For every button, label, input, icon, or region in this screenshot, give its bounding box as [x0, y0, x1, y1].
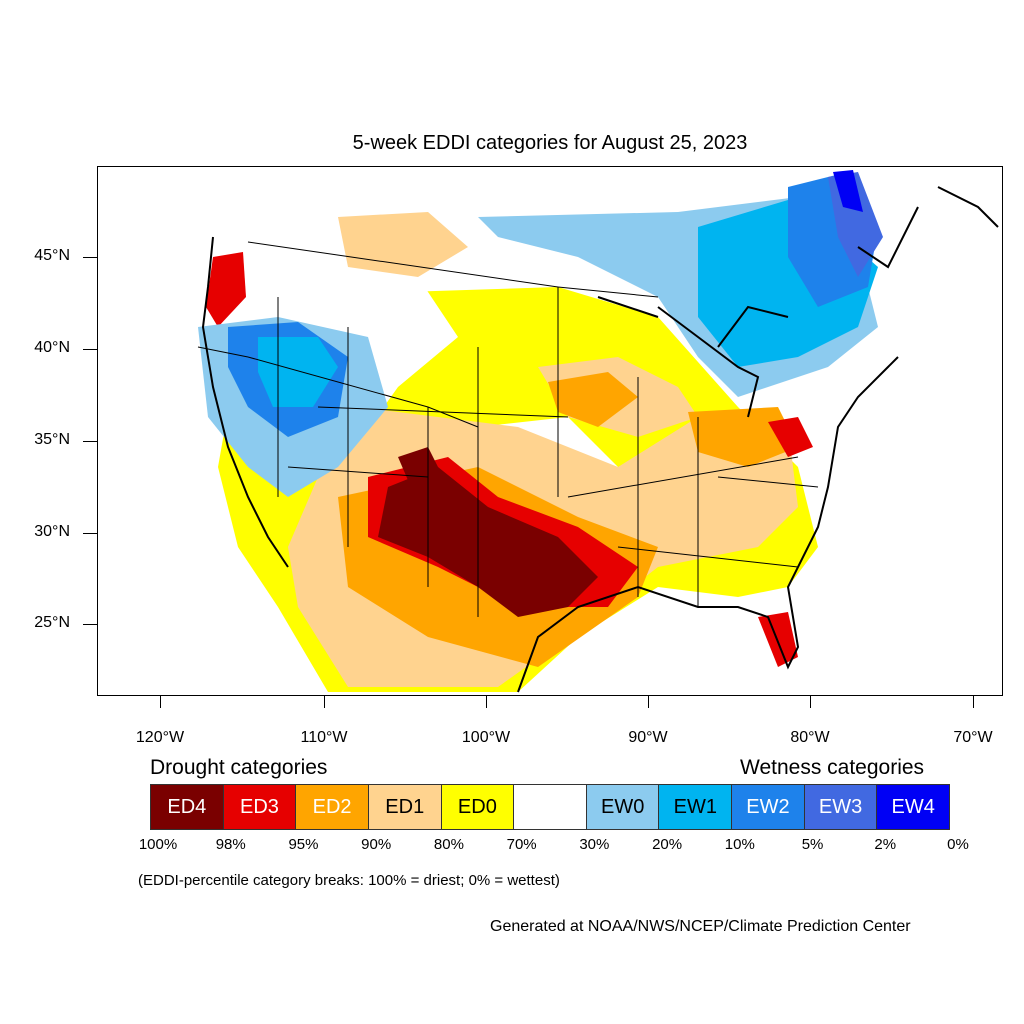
- percentile-label: 98%: [215, 836, 246, 853]
- legend-ew1: EW1: [659, 785, 733, 829]
- legend-normal: [514, 785, 587, 829]
- coastlines: [201, 186, 999, 693]
- lat-tick-label: 25°N: [34, 614, 70, 631]
- percentile-label: 100%: [138, 836, 178, 853]
- legend-ed2: ED2: [296, 785, 369, 829]
- category-note: (EDDI-percentile category breaks: 100% =…: [138, 872, 560, 889]
- wetness-categories-heading: Wetness categories: [740, 756, 925, 779]
- region-ed3-pacific: [206, 252, 246, 327]
- region-ew4-northeast: [833, 170, 863, 212]
- region-ed4-texas: [378, 467, 598, 617]
- legend-ew0: EW0: [586, 785, 660, 829]
- percentile-label: 5%: [801, 836, 824, 853]
- lon-tickmark: [486, 696, 487, 708]
- percentile-label: 0%: [947, 836, 969, 853]
- lat-tick-label: 40°N: [34, 339, 70, 356]
- lon-tick-label: 90°W: [628, 729, 668, 746]
- lon-tick-label: 120°W: [135, 729, 185, 746]
- lat-tickmark: [83, 349, 97, 350]
- lon-tickmark: [810, 696, 811, 708]
- lon-tick-label: 70°W: [953, 729, 993, 746]
- legend-ed3: ED3: [223, 785, 297, 829]
- state-borders: [197, 241, 819, 617]
- region-ed3-virginia: [768, 417, 813, 457]
- legend-ew4: EW4: [877, 785, 950, 829]
- eddi-map-drawing: [197, 170, 999, 693]
- legend-ed1: ED1: [368, 785, 442, 829]
- percentile-label: 10%: [724, 836, 755, 853]
- region-ed2-midwest: [548, 372, 638, 427]
- eddi-map: [97, 166, 1003, 696]
- lon-tick-label: 80°W: [790, 729, 830, 746]
- lon-tickmark: [160, 696, 161, 708]
- lat-tickmark: [83, 441, 97, 442]
- lat-tickmark: [83, 257, 97, 258]
- percentile-label: 2%: [874, 836, 897, 853]
- region-ed1-north: [338, 212, 468, 277]
- legend-ew3: EW3: [804, 785, 878, 829]
- percentile-label: 80%: [433, 836, 464, 853]
- lon-tickmark: [973, 696, 974, 708]
- lat-tick-label: 35°N: [34, 431, 70, 448]
- percentile-label: 20%: [652, 836, 683, 853]
- lat-tickmark: [83, 624, 97, 625]
- lat-tick-label: 30°N: [34, 523, 70, 540]
- map-title: 5-week EDDI categories for August 25, 20…: [352, 132, 748, 154]
- region-ed4-nm: [398, 447, 443, 492]
- legend-ed4: ED4: [151, 785, 224, 829]
- drought-categories-heading: Drought categories: [150, 756, 328, 779]
- lon-tickmark: [324, 696, 325, 708]
- lon-tickmark: [648, 696, 649, 708]
- category-legend: ED4 ED3 ED2 ED1 ED0 EW0 EW1 EW2 EW3 EW4: [150, 784, 950, 830]
- legend-ew2: EW2: [732, 785, 805, 829]
- percentile-label: 90%: [361, 836, 392, 853]
- category-fills: [198, 170, 883, 692]
- lon-tick-label: 110°W: [300, 729, 348, 746]
- lat-tick-label: 45°N: [34, 247, 70, 264]
- percentile-label: 30%: [579, 836, 610, 853]
- percentile-label: 95%: [288, 836, 319, 853]
- legend-ed0: ED0: [441, 785, 515, 829]
- lon-tick-label: 100°W: [461, 729, 511, 746]
- lat-tickmark: [83, 533, 97, 534]
- percentile-label: 70%: [506, 836, 537, 853]
- credit-line: Generated at NOAA/NWS/NCEP/Climate Predi…: [490, 918, 911, 935]
